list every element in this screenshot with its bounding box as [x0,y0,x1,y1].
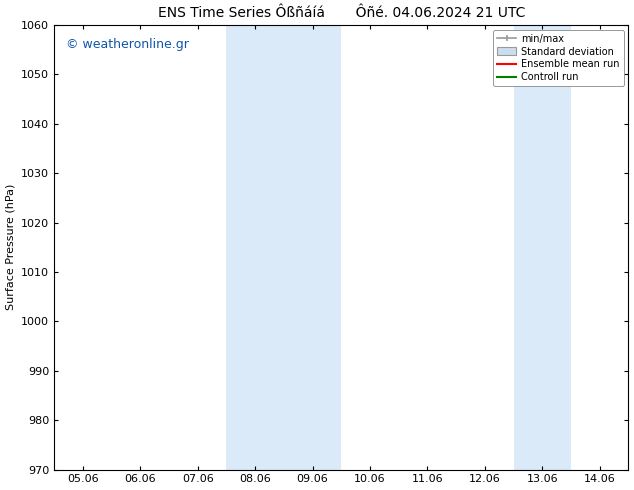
Title: ENS Time Series Ôßñáíá       Ôñé. 04.06.2024 21 UTC: ENS Time Series Ôßñáíá Ôñé. 04.06.2024 2… [158,5,525,20]
Bar [514,25,571,469]
Text: © weatheronline.gr: © weatheronline.gr [65,38,188,51]
Y-axis label: Surface Pressure (hPa): Surface Pressure (hPa) [6,184,16,311]
Bar [226,25,341,469]
Legend: min/max, Standard deviation, Ensemble mean run, Controll run: min/max, Standard deviation, Ensemble me… [493,30,624,86]
